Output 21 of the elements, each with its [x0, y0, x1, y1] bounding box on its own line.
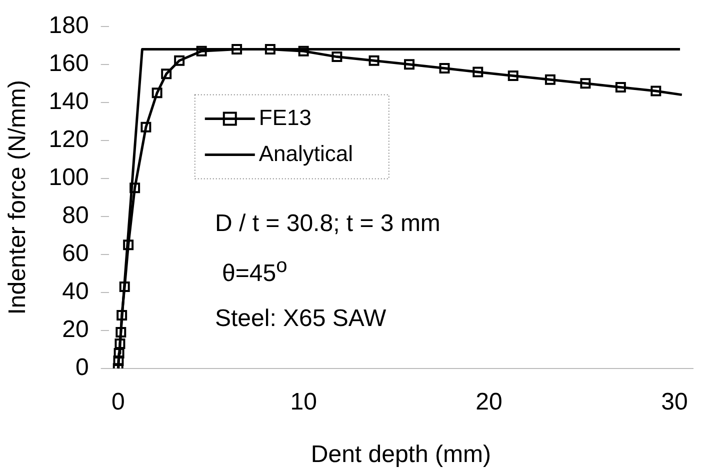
- annotation: Steel: X65 SAW: [215, 305, 386, 333]
- x-tick-label: 10: [290, 388, 317, 416]
- x-tick-label: 30: [661, 388, 688, 416]
- x-tick-label: 20: [476, 388, 502, 416]
- y-tick-label: 80: [62, 202, 89, 230]
- y-tick-label: 120: [48, 126, 89, 154]
- y-tick-label: 60: [62, 240, 89, 268]
- y-tick-label: 160: [48, 50, 89, 78]
- y-tick-label: 140: [48, 88, 89, 116]
- x-axis-title: Dent depth (mm): [310, 441, 491, 468]
- y-tick-label: 20: [62, 316, 89, 344]
- legend-label: FE13: [258, 104, 312, 130]
- y-tick-label: 100: [48, 164, 89, 192]
- y-tick-label: 180: [48, 12, 89, 40]
- annotation: θ=45$^{o}$: [222, 255, 288, 288]
- annotation: D / t = 30.8; t = 3 mm: [215, 210, 440, 238]
- x-tick-label: 0: [111, 388, 125, 416]
- y-tick-label: 0: [75, 354, 89, 382]
- y-tick-label: 40: [62, 278, 89, 306]
- legend-label: Analytical: [258, 140, 354, 166]
- y-axis-title: Indenter force (N/mm): [4, 80, 32, 315]
